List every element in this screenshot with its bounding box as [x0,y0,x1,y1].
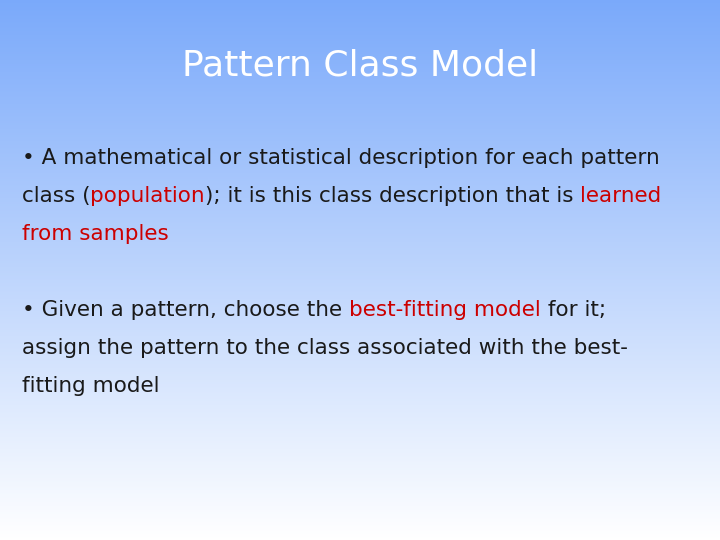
Text: best-fitting model: best-fitting model [349,300,541,320]
Text: from samples: from samples [22,224,168,244]
Text: population: population [91,186,205,206]
Text: • Given a pattern, choose the: • Given a pattern, choose the [22,300,349,320]
Text: for it;: for it; [541,300,606,320]
Text: fitting model: fitting model [22,376,160,396]
Text: assign the pattern to the class associated with the best-: assign the pattern to the class associat… [22,338,628,358]
Text: class (: class ( [22,186,91,206]
Text: • A mathematical or statistical description for each pattern: • A mathematical or statistical descript… [22,148,660,168]
Text: ); it is this class description that is: ); it is this class description that is [205,186,580,206]
Text: learned: learned [580,186,662,206]
Text: Pattern Class Model: Pattern Class Model [182,48,538,82]
